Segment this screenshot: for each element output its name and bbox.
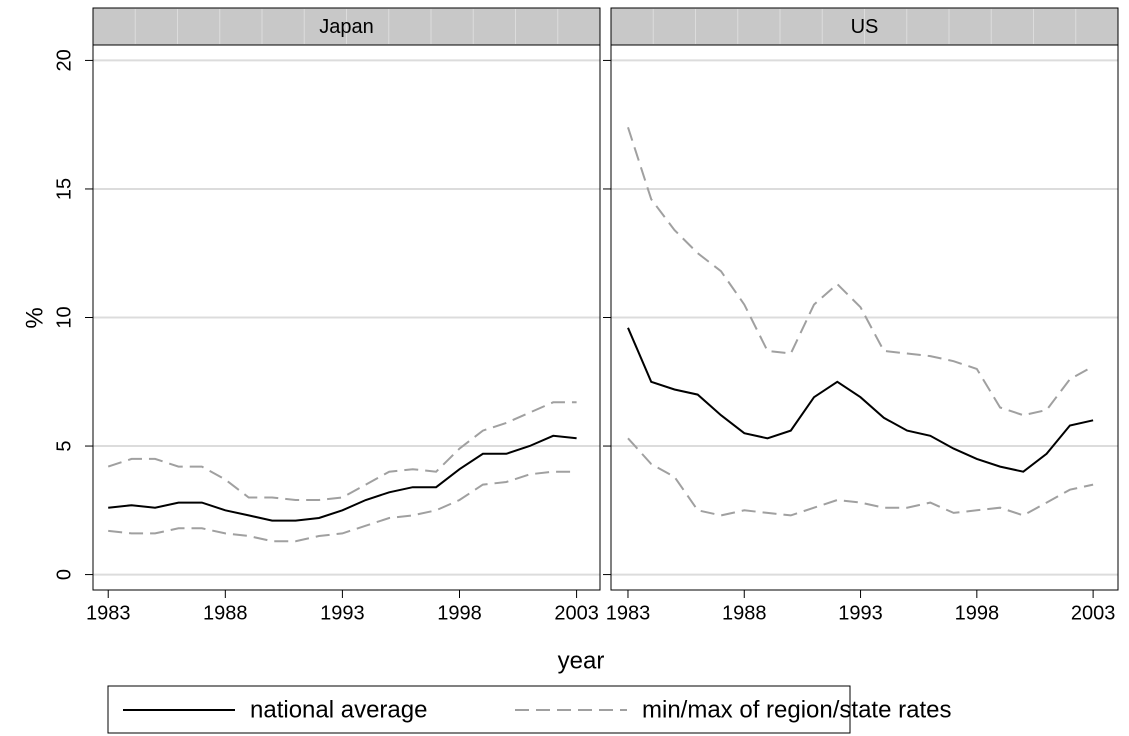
series-line [627, 437, 1094, 517]
x-tick-label: 1983 [606, 602, 651, 624]
x-tick-label: 1993 [320, 602, 365, 624]
y-axis-label: % [21, 307, 48, 328]
x-tick-label: 1988 [203, 602, 248, 624]
y-tick-label: 15 [53, 178, 75, 200]
plot-frame [92, 44, 601, 591]
panel-title: US [851, 16, 879, 38]
x-tick-label: 2003 [554, 602, 599, 624]
plot-frame [610, 44, 1119, 591]
panel-title: Japan [319, 16, 374, 38]
x-tick-label: 1983 [86, 602, 131, 624]
x-tick-label: 1998 [955, 602, 1000, 624]
x-tick-label: 1998 [437, 602, 482, 624]
series-line [108, 434, 577, 522]
y-tick-label: 20 [53, 49, 75, 71]
x-tick-label: 1988 [722, 602, 767, 624]
legend-label: national average [250, 696, 427, 723]
series-line [107, 401, 577, 501]
series-line [108, 470, 577, 543]
legend-label: min/max of region/state rates [642, 696, 951, 723]
x-tick-label: 2003 [1071, 602, 1116, 624]
y-tick-label: 5 [53, 440, 75, 451]
series-line [627, 126, 1094, 417]
y-tick-label: 0 [53, 569, 75, 580]
x-axis-label: year [558, 647, 605, 674]
y-tick-label: 10 [53, 306, 75, 328]
x-tick-label: 1993 [838, 602, 883, 624]
series-line [627, 327, 1094, 473]
